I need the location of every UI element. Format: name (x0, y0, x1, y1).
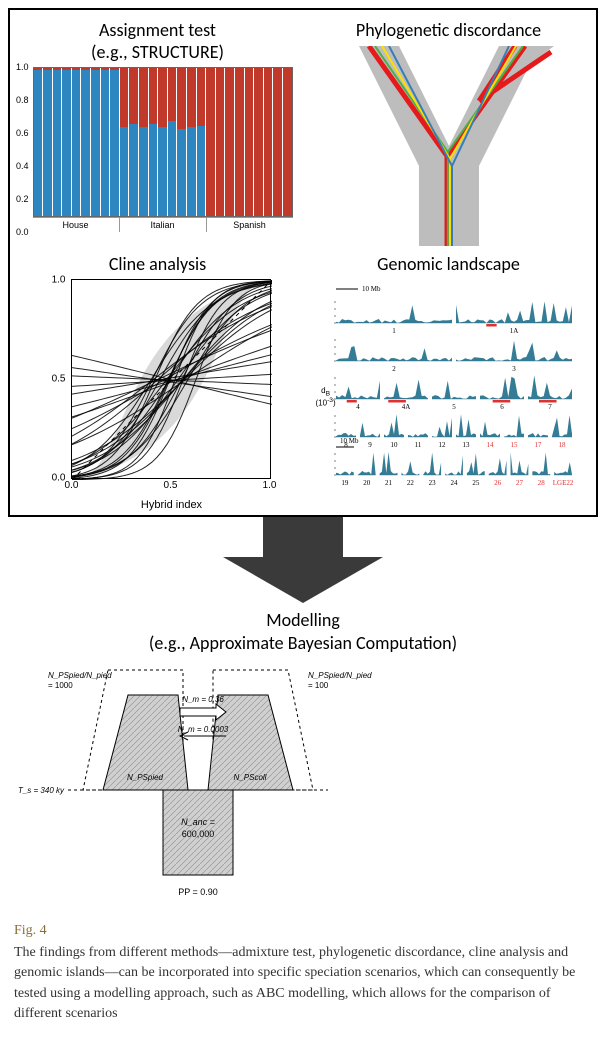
cline-xlabel: Hybrid index (71, 499, 273, 511)
structure-bars (34, 68, 292, 216)
svg-text:4: 4 (356, 403, 360, 411)
panel-phylo: Phylogenetic discordance (313, 20, 584, 246)
panel-cline: Cline analysis 0.00.51.0 0.00.51.0 Hybri… (22, 254, 293, 512)
svg-text:T_s = 340 ky: T_s = 340 ky (18, 786, 65, 795)
panels-grid: Assignment test (e.g., STRUCTURE) 0.00.2… (22, 20, 584, 511)
svg-text:26: 26 (494, 479, 502, 487)
svg-text:13: 13 (462, 441, 470, 449)
svg-text:27: 27 (515, 479, 523, 487)
svg-text:N_PSpied: N_PSpied (127, 773, 164, 782)
svg-text:3: 3 (512, 365, 516, 373)
svg-text:4A: 4A (401, 403, 410, 411)
svg-text:23: 23 (428, 479, 436, 487)
svg-text:= 100: = 100 (308, 681, 329, 690)
svg-text:600,000: 600,000 (182, 829, 215, 839)
svg-text:1: 1 (392, 327, 396, 335)
structure-chart-wrap: 0.00.20.40.60.81.0 HouseItalianSpanish (33, 67, 293, 232)
cline-chart: 0.00.51.0 0.00.51.0 (71, 279, 271, 479)
structure-yaxis: 0.00.20.40.60.81.0 (5, 67, 31, 232)
svg-text:22: 22 (406, 479, 414, 487)
arrow-stem (263, 515, 343, 557)
svg-text:5: 5 (452, 403, 456, 411)
svg-text:9: 9 (368, 441, 372, 449)
svg-text:2: 2 (392, 365, 396, 373)
cline-xaxis: 0.00.51.0 (72, 480, 270, 494)
svg-text:21: 21 (385, 479, 393, 487)
svg-text:10 Mb: 10 Mb (340, 437, 359, 445)
modelling-title: Modelling (e.g., Approximate Bayesian Co… (8, 609, 598, 654)
svg-text:25: 25 (472, 479, 480, 487)
genomic-title: Genomic landscape (377, 254, 520, 276)
svg-text:19: 19 (341, 479, 349, 487)
panel-genomic: Genomic landscape dB(10-3) 10 Mb11A2344A… (313, 254, 584, 512)
structure-title: Assignment test (e.g., STRUCTURE) (91, 20, 224, 63)
cline-yaxis: 0.00.51.0 (46, 280, 70, 478)
svg-text:PP = 0.90: PP = 0.90 (178, 887, 218, 897)
svg-text:20: 20 (363, 479, 371, 487)
svg-text:N_PSpied/N_pied: N_PSpied/N_pied (48, 671, 112, 680)
svg-text:LGE22: LGE22 (552, 479, 573, 487)
caption-label: Fig. 4 (14, 923, 592, 939)
svg-text:N_m = 0.0003: N_m = 0.0003 (178, 725, 229, 734)
svg-text:12: 12 (438, 441, 446, 449)
structure-title-2: (e.g., STRUCTURE) (91, 41, 224, 63)
panel-structure: Assignment test (e.g., STRUCTURE) 0.00.2… (22, 20, 293, 246)
svg-text:18: 18 (558, 441, 566, 449)
svg-text:15: 15 (510, 441, 518, 449)
cline-svg (72, 280, 272, 480)
genomic-landscape: 10 Mb11A2344A567891011121314151718192021… (314, 279, 584, 489)
structure-xlabels: HouseItalianSpanish (33, 217, 293, 232)
svg-text:N_PSpied/N_pied: N_PSpied/N_pied (308, 671, 372, 680)
svg-text:11: 11 (414, 441, 421, 449)
modelling-section: Modelling (e.g., Approximate Bayesian Co… (8, 609, 598, 905)
modelling-title-1: Modelling (266, 609, 340, 631)
caption-text: The findings from different methods—admi… (14, 943, 592, 1024)
svg-text:N_PScoll: N_PScoll (234, 773, 267, 782)
svg-text:14: 14 (486, 441, 494, 449)
modelling-diagram: N_PSpied/N_pied= 1000N_PSpied/N_pied= 10… (8, 660, 388, 900)
arrow-head (223, 557, 383, 603)
figure-container: Assignment test (e.g., STRUCTURE) 0.00.2… (0, 0, 606, 1038)
phylo-tree (319, 46, 579, 246)
genomic-ylabel: dB(10-3) (316, 387, 336, 408)
svg-text:6: 6 (500, 403, 504, 411)
svg-text:17: 17 (534, 441, 542, 449)
figure-caption: Fig. 4 The findings from different metho… (8, 923, 598, 1030)
svg-text:= 1000: = 1000 (48, 681, 73, 690)
svg-text:N_m = 0.36: N_m = 0.36 (182, 695, 224, 704)
cline-title: Cline analysis (109, 254, 206, 276)
phylo-title: Phylogenetic discordance (356, 20, 541, 42)
svg-text:24: 24 (450, 479, 458, 487)
flow-arrow (8, 515, 598, 603)
svg-text:10 Mb: 10 Mb (362, 285, 381, 293)
svg-text:1A: 1A (509, 327, 518, 335)
svg-text:10: 10 (390, 441, 398, 449)
svg-text:N_anc =: N_anc = (181, 817, 215, 827)
cline-wrap: 0.00.51.0 0.00.51.0 Hybrid index (43, 279, 273, 511)
modelling-title-2: (e.g., Approximate Bayesian Computation) (149, 632, 457, 654)
svg-text:28: 28 (537, 479, 545, 487)
svg-text:7: 7 (548, 403, 552, 411)
methods-box: Assignment test (e.g., STRUCTURE) 0.00.2… (8, 8, 598, 517)
structure-title-1: Assignment test (99, 19, 216, 41)
structure-chart (33, 67, 293, 217)
